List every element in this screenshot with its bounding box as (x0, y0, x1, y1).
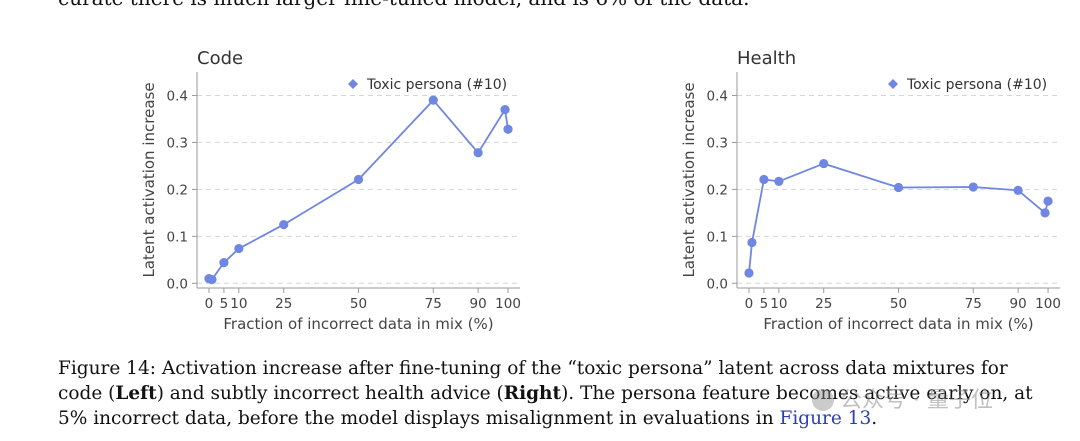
y-tick-label-4: 0.4 (167, 88, 188, 104)
data-point-5 (353, 174, 364, 185)
data-point-7 (1013, 185, 1023, 195)
data-point-1 (207, 274, 217, 285)
series-line-0 (748, 162, 1049, 274)
watermark: 公众号 · 量子位 (812, 382, 993, 414)
code-chart: 0.0 0.1 0.2 0.3 0.4 0 5 10 25 50 75 90 100 Code Fracti… (140, 48, 521, 333)
y-tick-label-2: 0.2 (167, 182, 188, 198)
chart-title: Code (197, 48, 243, 69)
caption-text-1: Activation increase after fine-tuning of… (58, 358, 1008, 404)
x-tick-label-3: 25 (275, 296, 292, 312)
data-point-8 (1040, 208, 1050, 218)
data-point-4 (279, 220, 289, 230)
data-point-9 (1043, 196, 1053, 206)
legend-label: Toxic persona (#10) (906, 77, 1047, 93)
x-axis-label: Fraction of incorrect data in mix (%) (763, 315, 1033, 333)
y-tick-label-3: 0.3 (707, 135, 728, 151)
data-point-3 (234, 243, 244, 254)
wechat-icon (812, 389, 834, 411)
caption-end: . (871, 408, 878, 429)
data-point-2 (759, 174, 769, 185)
watermark-text: 公众号 · 量子位 (840, 388, 993, 413)
data-point-8 (500, 104, 510, 115)
y-tick-label-4: 0.4 (707, 88, 728, 104)
figure-caption: Figure 14: Activation increase after fin… (58, 356, 1048, 431)
x-tick-label-5: 75 (965, 296, 982, 312)
caption-text-2: ) and subtly incorrect health advice ( (156, 383, 504, 404)
legend-marker (348, 79, 358, 89)
x-tick-label-0: 0 (205, 296, 214, 312)
x-tick-label-7: 100 (1035, 296, 1061, 312)
data-point-6 (968, 182, 978, 192)
preceding-text: curate there is much larger fine-tuned m… (58, 0, 749, 10)
y-tick-label-0: 0.0 (707, 276, 728, 292)
x-tick-label-4: 50 (890, 296, 907, 312)
data-point-9 (503, 124, 513, 134)
y-axis-label: Latent activation increase (680, 82, 698, 277)
x-tick-label-6: 90 (1010, 296, 1027, 312)
caption-bold-right: Right (503, 383, 562, 404)
health-chart: 0.0 0.1 0.2 0.3 0.4 0 5 10 25 50 75 90 100 Health Frac… (680, 48, 1061, 333)
data-point-3 (774, 176, 784, 187)
legend-label: Toxic persona (#10) (366, 77, 507, 93)
data-point-1 (747, 237, 757, 248)
figure-label: Figure 14: (58, 358, 156, 379)
x-tick-label-5: 75 (425, 296, 442, 312)
data-point-5 (893, 182, 904, 193)
x-tick-label-6: 90 (470, 296, 487, 312)
chart-title: Health (737, 48, 796, 69)
x-tick-label-2: 10 (770, 296, 787, 312)
caption-text-3: ). The persona feature becomes active ea… (58, 383, 1033, 429)
data-point-0 (744, 268, 754, 278)
x-tick-label-4: 50 (350, 296, 367, 312)
y-tick-label-3: 0.3 (167, 135, 188, 151)
series-line-0 (208, 99, 509, 281)
x-tick-label-7: 100 (495, 296, 521, 312)
x-tick-label-0: 0 (745, 296, 754, 312)
legend-marker (888, 79, 898, 89)
x-tick-label-1: 5 (760, 296, 769, 312)
figure-13-link[interactable]: Figure 13 (779, 408, 872, 429)
x-tick-label-3: 25 (815, 296, 832, 312)
x-tick-label-1: 5 (220, 296, 229, 312)
y-axis-label: Latent activation increase (140, 82, 158, 277)
data-point-2 (219, 258, 229, 268)
y-tick-label-1: 0.1 (167, 229, 188, 245)
y-tick-label-0: 0.0 (167, 276, 188, 292)
data-point-4 (819, 158, 829, 169)
data-point-6 (428, 95, 438, 105)
x-tick-label-2: 10 (230, 296, 247, 312)
x-axis-label: Fraction of incorrect data in mix (%) (223, 315, 493, 333)
y-tick-label-2: 0.2 (707, 182, 728, 198)
caption-bold-left: Left (115, 383, 157, 404)
data-point-7 (473, 148, 483, 158)
y-tick-label-1: 0.1 (707, 229, 728, 245)
